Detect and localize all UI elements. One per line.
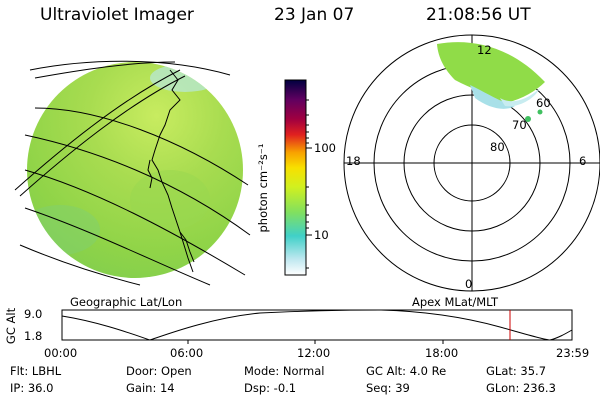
info-glon: GLon: 236.3 — [486, 381, 556, 395]
alt-xtick-1200: 12:00 — [297, 346, 331, 360]
info-gain: Gain: 14 — [126, 381, 175, 395]
info-ip: IP: 36.0 — [10, 381, 54, 395]
info-dsp: Dsp: -0.1 — [244, 381, 297, 395]
earth-disk-image — [27, 62, 243, 278]
mlt-label-18: 18 — [346, 154, 361, 168]
info-gc-alt: GC Alt: 4.0 Re — [366, 364, 447, 378]
alt-xtick-0000: 00:00 — [44, 346, 78, 360]
altitude-plot — [61, 309, 573, 344]
polar-plot — [343, 34, 600, 292]
mlat-label-60: 60 — [536, 96, 551, 110]
alt-xtick-2359: 23:59 — [556, 346, 590, 360]
info-mode: Mode: Normal — [244, 364, 325, 378]
altitude-curve — [61, 309, 573, 341]
mlt-label-0: 0 — [465, 277, 473, 291]
info-seq: Seq: 39 — [366, 381, 410, 395]
colorbar-tick-10: 10 — [314, 228, 329, 242]
time-label: 21:08:56 UT — [426, 5, 531, 25]
info-door: Door: Open — [126, 364, 192, 378]
info-flt: Flt: LBHL — [10, 364, 62, 378]
mlt-label-6: 6 — [579, 154, 587, 168]
alt-ytick-9: 9.0 — [24, 307, 43, 321]
right-panel-caption: Apex MLat/MLT — [412, 295, 499, 309]
latlon-grid — [14, 60, 251, 286]
info-glat: GLat: 35.7 — [486, 364, 547, 378]
aurora-patch — [437, 42, 545, 103]
colorbar-label: photon cm⁻²s⁻¹ — [256, 143, 270, 233]
mlat-label-70: 70 — [512, 118, 527, 132]
coastline — [147, 69, 195, 273]
instrument-title: Ultraviolet Imager — [40, 5, 194, 25]
alt-ytick-1-8: 1.8 — [24, 329, 43, 343]
colorbar — [284, 79, 312, 276]
mlt-label-12: 12 — [477, 43, 492, 57]
date-label: 23 Jan 07 — [274, 5, 355, 25]
alt-ylabel: GC Alt — [4, 307, 18, 345]
alt-xtick-1800: 18:00 — [425, 346, 459, 360]
mlat-label-80: 80 — [490, 140, 505, 154]
alt-xtick-0600: 06:00 — [170, 346, 204, 360]
colorbar-tick-100: 100 — [314, 141, 336, 155]
left-panel-caption: Geographic Lat/Lon — [70, 295, 183, 309]
